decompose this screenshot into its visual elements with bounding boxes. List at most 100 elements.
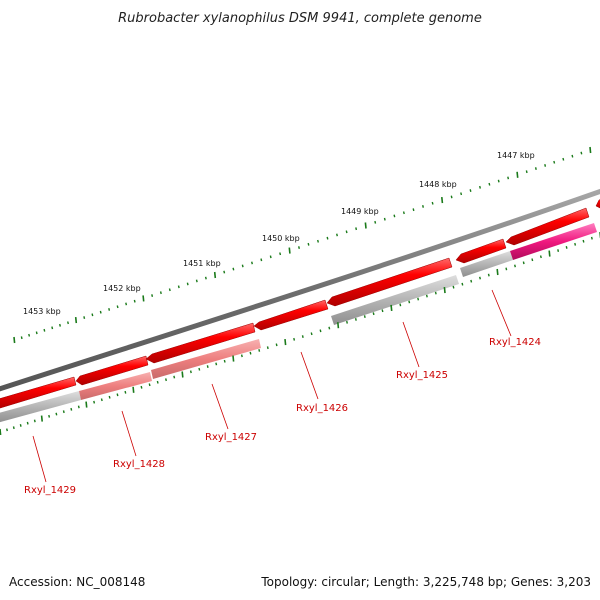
- ruler-tick: [460, 192, 463, 196]
- gene-label[interactable]: Rxyl_1424: [489, 337, 541, 348]
- ruler-tick: [548, 250, 551, 257]
- gene-label[interactable]: Rxyl_1425: [396, 370, 448, 381]
- ruler-tick: [514, 264, 516, 268]
- ruler-tick: [516, 171, 519, 178]
- ruler-tick: [258, 349, 261, 352]
- gene-arrow[interactable]: [326, 257, 453, 307]
- ruler-tick: [19, 424, 22, 427]
- ruler-tick: [35, 331, 38, 335]
- ruler-tick: [399, 303, 402, 307]
- ruler-tick: [62, 410, 65, 414]
- ruler-tick: [116, 305, 119, 309]
- ruler-ticks: [13, 146, 592, 344]
- ruler-tick: [431, 201, 434, 205]
- ruler-tick: [223, 270, 226, 274]
- ruler-tick: [393, 214, 396, 218]
- ruler-tick: [55, 412, 58, 416]
- ruler-tick: [408, 300, 411, 304]
- ruler-tick: [544, 164, 547, 167]
- ruler-tick: [266, 346, 269, 350]
- ruler-label: 1449 kbp: [341, 207, 379, 216]
- ruler-tick: [589, 146, 592, 154]
- gene-arrow[interactable]: [0, 376, 77, 409]
- gene-label[interactable]: Rxyl_1428: [113, 459, 165, 470]
- ruler-tick: [168, 288, 171, 292]
- ruler-tick: [240, 354, 243, 358]
- ruler-tick: [159, 291, 162, 295]
- ruler-tick: [249, 351, 252, 355]
- ruler-tick: [269, 255, 272, 259]
- ruler-tick: [108, 395, 111, 399]
- ruler-tick: [215, 362, 218, 366]
- ruler-tick: [443, 287, 446, 294]
- ruler-tick: [354, 318, 357, 321]
- feature-bar[interactable]: [151, 339, 261, 379]
- ruler-tick: [6, 428, 8, 432]
- gene-arrow[interactable]: [75, 355, 149, 386]
- ruler-tick: [488, 182, 491, 186]
- feature-bar[interactable]: [0, 391, 81, 423]
- ruler-tick: [186, 282, 189, 286]
- ruler-tick: [132, 386, 135, 393]
- ruler-tick: [496, 268, 499, 276]
- ruler-tick: [307, 242, 310, 246]
- ruler-tick: [381, 309, 384, 313]
- feature-bar[interactable]: [331, 275, 459, 325]
- gene-arrow[interactable]: [505, 207, 590, 246]
- ruler-tick: [355, 227, 358, 231]
- feature-track-inner: [0, 223, 597, 423]
- gene-label[interactable]: Rxyl_1426: [296, 403, 348, 414]
- ruler-tick: [288, 247, 291, 254]
- ruler-tick: [48, 414, 51, 418]
- ruler-tick: [336, 233, 338, 237]
- ruler-tick: [571, 154, 574, 158]
- ruler-tick: [133, 299, 136, 303]
- ruler-tick: [74, 317, 78, 324]
- gene-arrow[interactable]: [145, 322, 256, 364]
- ruler-tick: [479, 185, 481, 189]
- ruler-tick: [452, 285, 455, 289]
- gene-arrow[interactable]: [455, 238, 507, 264]
- gene-arrow[interactable]: [253, 299, 329, 331]
- ruler-tick: [125, 302, 128, 306]
- feature-bar[interactable]: [79, 372, 152, 400]
- ruler-tick: [26, 421, 29, 425]
- ruler-tick: [412, 208, 415, 212]
- ruler-tick: [531, 258, 534, 262]
- gene-leaders: [32, 289, 512, 483]
- ruler-tick: [156, 380, 159, 384]
- ruler-tick: [177, 285, 180, 289]
- ruler-tick: [99, 310, 102, 314]
- ruler-tick: [317, 239, 319, 243]
- ruler-tick: [251, 261, 253, 265]
- inner-ruler-ticks: [0, 232, 600, 436]
- ruler-tick: [20, 336, 23, 340]
- ruler-tick: [206, 365, 209, 368]
- ruler-tick: [374, 220, 377, 224]
- gene-arrow[interactable]: [595, 197, 600, 209]
- ruler-tick: [562, 157, 565, 161]
- ruler-tick: [425, 294, 428, 298]
- ruler-label: 1448 kbp: [419, 180, 457, 189]
- gene-label[interactable]: Rxyl_1429: [24, 485, 76, 496]
- ruler-tick: [142, 295, 145, 302]
- ruler-tick: [189, 370, 192, 374]
- ruler-tick: [479, 276, 481, 280]
- ruler-label: 1452 kbp: [103, 284, 141, 293]
- feature-bar[interactable]: [460, 251, 513, 277]
- feature-bar[interactable]: [510, 223, 597, 260]
- ruler-label: 1450 kbp: [262, 234, 300, 243]
- ruler-tick: [434, 291, 437, 295]
- ruler-tick: [525, 170, 528, 174]
- accession-text: Accession: NC_008148: [9, 575, 145, 589]
- ruler-tick: [441, 197, 444, 204]
- ruler-tick: [70, 407, 73, 411]
- ruler-tick: [223, 359, 226, 363]
- ruler-tick: [260, 258, 263, 262]
- ruler-tick: [100, 398, 103, 402]
- ruler-tick: [383, 217, 386, 221]
- ruler-tick: [67, 321, 69, 325]
- gene-label[interactable]: Rxyl_1427: [205, 432, 257, 443]
- ruler-tick: [582, 239, 585, 243]
